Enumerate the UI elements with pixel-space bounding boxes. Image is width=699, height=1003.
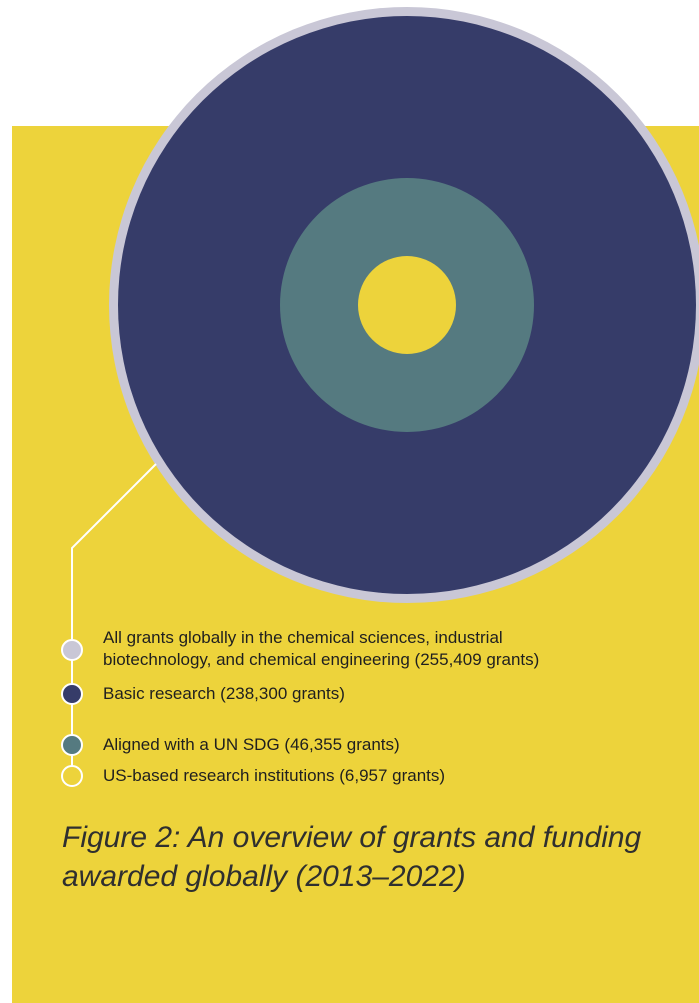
legend-marker-basic-research [61, 683, 83, 705]
legend-marker-un-sdg [61, 734, 83, 756]
figure-caption: Figure 2: An overview of grants and fund… [62, 818, 682, 896]
legend-label-all-grants-line-2: biotechnology, and chemical engineering … [103, 650, 540, 669]
circle-us-institutions [358, 256, 456, 354]
legend-label-us-institutions: US-based research institutions (6,957 gr… [103, 766, 446, 785]
legend-label-all-grants: All grants globally in the chemical scie… [103, 627, 539, 671]
legend-marker-all-grants [61, 639, 83, 661]
figure-caption-line-1: Figure 2: An overview of grants and fund… [62, 821, 642, 854]
legend-label-un-sdg: Aligned with a UN SDG (46,355 grants) [103, 735, 400, 754]
legend-marker-us-institutions [61, 765, 83, 787]
legend-label-all-grants-line-1: All grants globally in the chemical scie… [103, 628, 503, 647]
figure-caption-line-2: awarded globally (2013–2022) [62, 860, 466, 893]
legend-label-basic-research: Basic research (238,300 grants) [103, 684, 345, 703]
